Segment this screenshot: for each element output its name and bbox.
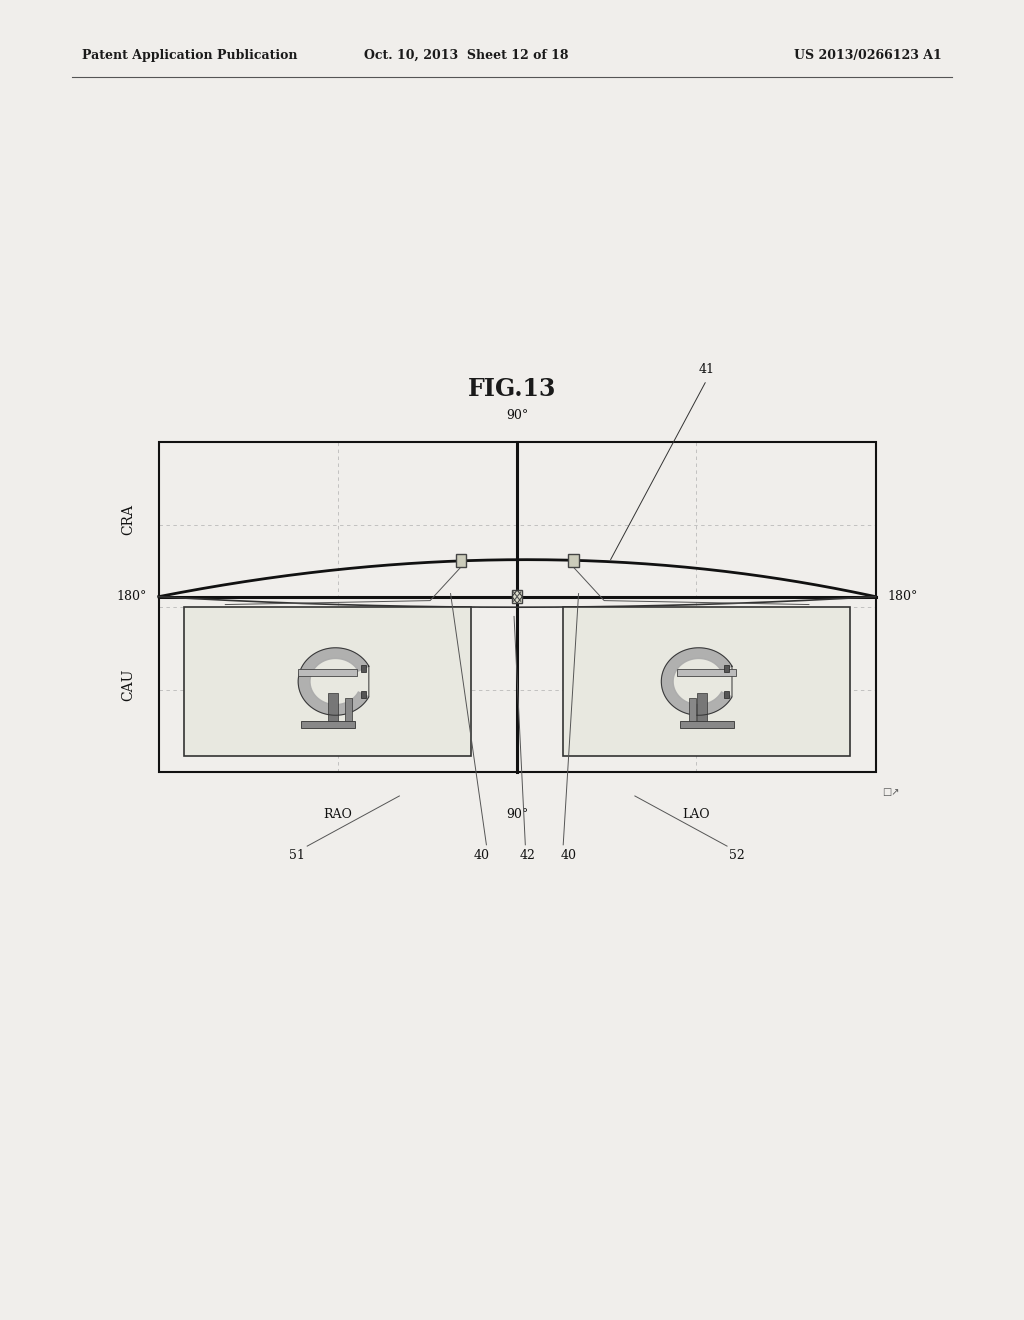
Bar — [298, 669, 357, 676]
Bar — [724, 692, 729, 697]
Bar — [689, 698, 695, 721]
Bar — [724, 665, 729, 672]
Text: 40: 40 — [473, 849, 489, 862]
Text: 180°: 180° — [888, 590, 919, 603]
Bar — [677, 669, 736, 676]
Bar — [456, 554, 466, 568]
Text: 90°: 90° — [506, 409, 528, 422]
Text: 40: 40 — [560, 849, 577, 862]
Text: RAO: RAO — [324, 808, 352, 821]
Text: Patent Application Publication: Patent Application Publication — [82, 49, 297, 62]
Bar — [696, 693, 707, 721]
Text: □↗: □↗ — [883, 787, 899, 797]
Text: Oct. 10, 2013  Sheet 12 of 18: Oct. 10, 2013 Sheet 12 of 18 — [364, 49, 568, 62]
Bar — [301, 721, 354, 729]
Polygon shape — [662, 648, 732, 715]
Polygon shape — [298, 648, 369, 715]
Bar — [680, 721, 733, 729]
Bar — [361, 692, 366, 697]
Text: 42: 42 — [519, 849, 536, 862]
Polygon shape — [563, 607, 850, 756]
Text: 180°: 180° — [116, 590, 146, 603]
Text: 51: 51 — [289, 849, 305, 862]
Polygon shape — [184, 607, 471, 756]
Text: CAU: CAU — [121, 668, 135, 701]
Text: 52: 52 — [729, 849, 745, 862]
Bar — [361, 665, 366, 672]
Text: 90°: 90° — [506, 808, 528, 821]
Bar — [328, 693, 338, 721]
Text: LAO: LAO — [683, 808, 710, 821]
Text: CRA: CRA — [121, 504, 135, 535]
Text: US 2013/0266123 A1: US 2013/0266123 A1 — [795, 49, 942, 62]
Text: 41: 41 — [698, 363, 715, 376]
Text: FIG.13: FIG.13 — [468, 378, 556, 401]
Bar — [345, 698, 352, 721]
Bar — [568, 554, 579, 568]
Bar — [512, 590, 522, 603]
